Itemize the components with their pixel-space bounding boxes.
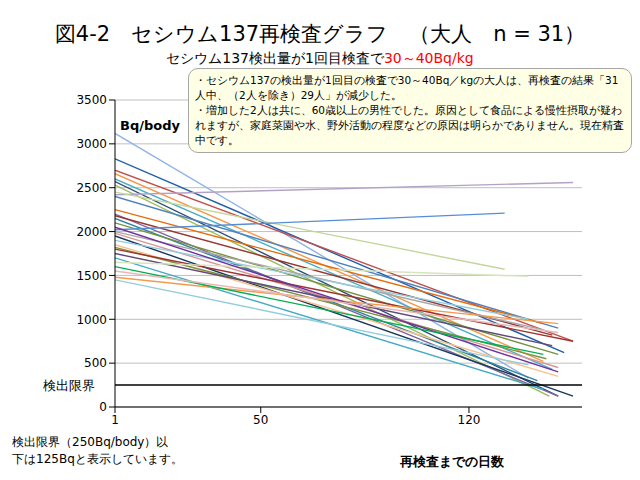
svg-text:500: 500	[84, 356, 107, 370]
svg-text:3000: 3000	[76, 137, 107, 151]
svg-text:3500: 3500	[76, 93, 107, 107]
html-text:検出限界（250Bq/body）以: 検出限界（250Bq/body）以	[12, 435, 169, 449]
html-text:・セシウム137の検出量が1回目の検査で30～40Bq／kg: ・セシウム137の検出量が1回目の検査で30～40Bq／kgの大人は、再検査の結…	[195, 74, 619, 101]
html-text:再検査までの日数: 再検査までの日数	[400, 454, 504, 469]
svg-text:0: 0	[99, 400, 107, 414]
svg-text:検出限界: 検出限界	[43, 378, 95, 393]
html-text:セシウム137検出量が1回目検査で30～40Bq/kg: セシウム137検出量が1回目検査で30～40Bq/kg	[166, 50, 474, 66]
html-text:Bq/body: Bq/body	[120, 118, 180, 133]
svg-text:1500: 1500	[76, 269, 107, 283]
svg-text:120: 120	[458, 413, 481, 427]
svg-text:1000: 1000	[76, 313, 107, 327]
html-text:・増加した2人は共に、60歳以上の男性でした。原因として食品: ・増加した2人は共に、60歳以上の男性でした。原因として食品による慢性摂取が疑わ…	[195, 104, 624, 146]
html-text:図4-2 セシウム137再検査グラフ （大人 n = 31）: 図4-2 セシウム137再検査グラフ （大人 n = 31）	[54, 22, 586, 46]
svg-text:2000: 2000	[76, 225, 107, 239]
svg-text:50: 50	[253, 413, 268, 427]
html-text:下は125Bqと表示しています。: 下は125Bqと表示しています。	[12, 452, 183, 466]
svg-text:2500: 2500	[76, 181, 107, 195]
svg-text:1: 1	[111, 413, 119, 427]
